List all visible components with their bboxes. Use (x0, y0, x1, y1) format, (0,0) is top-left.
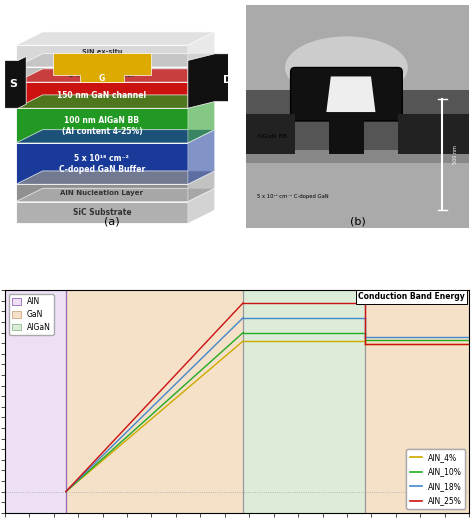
Polygon shape (188, 54, 215, 82)
Bar (365, 290, 469, 513)
Bar (246, 114, 295, 154)
Text: (a): (a) (104, 217, 120, 227)
Polygon shape (16, 95, 215, 108)
Polygon shape (16, 171, 215, 184)
Text: SiC Substrate: SiC Substrate (73, 208, 131, 217)
Polygon shape (16, 45, 188, 67)
Bar (246, 5, 469, 90)
Polygon shape (188, 32, 215, 67)
Bar (398, 114, 469, 154)
Polygon shape (188, 171, 215, 202)
Polygon shape (188, 130, 215, 184)
Text: 500 nm: 500 nm (453, 145, 458, 164)
Polygon shape (16, 54, 215, 67)
Polygon shape (16, 130, 215, 143)
Text: S: S (9, 79, 18, 90)
Polygon shape (16, 32, 215, 45)
Text: 100 nm AlGaN BB
(Al content 4-25%): 100 nm AlGaN BB (Al content 4-25%) (62, 116, 142, 136)
Polygon shape (16, 82, 188, 108)
Text: 5 x 10¹⁸ cm⁻²
C-doped GaN Buffer: 5 x 10¹⁸ cm⁻² C-doped GaN Buffer (59, 154, 145, 174)
Polygon shape (16, 67, 188, 82)
Bar (246, 150, 469, 165)
Text: (b): (b) (350, 217, 365, 227)
Polygon shape (16, 189, 215, 202)
Bar (5, 290, 66, 513)
Ellipse shape (285, 36, 408, 99)
Text: Conduction Band Energy: Conduction Band Energy (358, 292, 465, 301)
Polygon shape (326, 77, 375, 112)
Text: G: G (99, 74, 105, 83)
Polygon shape (188, 54, 233, 108)
Text: 3 nm AlN barrier: 3 nm AlN barrier (69, 71, 135, 78)
Legend: AlN_4%, AlN_10%, AlN_18%, AlN_25%: AlN_4%, AlN_10%, AlN_18%, AlN_25% (406, 449, 465, 509)
Text: 150 nm GaN channel: 150 nm GaN channel (57, 91, 146, 100)
Text: 5 x 10¹⁸ cm⁻² C-doped GaN: 5 x 10¹⁸ cm⁻² C-doped GaN (257, 194, 329, 199)
Bar (243, 290, 365, 513)
Polygon shape (5, 56, 26, 108)
Polygon shape (16, 202, 188, 223)
Text: AlGaN BB: AlGaN BB (257, 134, 287, 139)
Polygon shape (16, 108, 188, 143)
Text: SiN ex-situ
6 nm SiN in-situ: SiN ex-situ 6 nm SiN in-situ (73, 49, 131, 63)
Polygon shape (53, 53, 151, 82)
Polygon shape (16, 143, 188, 184)
Polygon shape (16, 184, 188, 202)
Text: AlN Nucleation Layer: AlN Nucleation Layer (60, 190, 144, 196)
FancyBboxPatch shape (291, 67, 402, 121)
Polygon shape (188, 95, 215, 143)
Bar (328, 112, 365, 154)
Text: D: D (223, 75, 233, 85)
Polygon shape (188, 69, 215, 108)
Polygon shape (16, 69, 215, 82)
Bar (246, 163, 469, 228)
Polygon shape (188, 189, 215, 223)
Bar (66, 290, 243, 513)
